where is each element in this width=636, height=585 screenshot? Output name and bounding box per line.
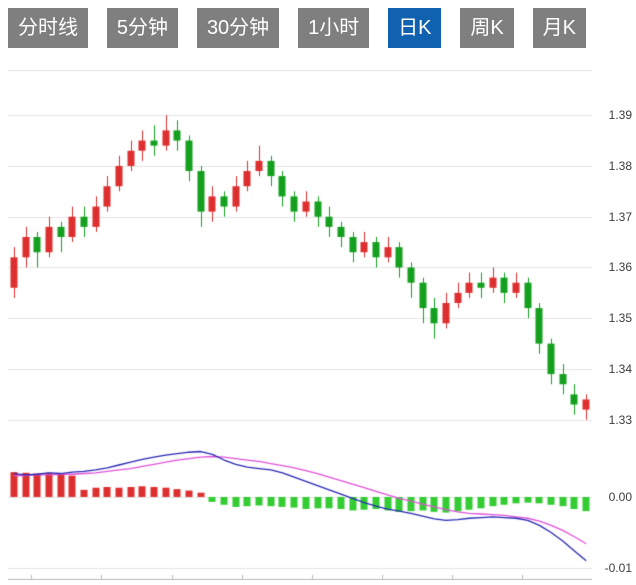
- timeframe-toolbar: 分时线 5分钟 30分钟 1小时 日K 周K 月K: [8, 8, 586, 48]
- axis-tick-label: 1.35: [608, 311, 632, 326]
- macd-canvas[interactable]: [8, 443, 592, 580]
- axis-tick-label: 1.37: [608, 209, 632, 224]
- macd-panel: [8, 443, 592, 580]
- tab-5min[interactable]: 5分钟: [106, 8, 179, 48]
- axis-tick-label: 1.33: [608, 412, 632, 427]
- tab-weekly-k[interactable]: 周K: [460, 8, 514, 48]
- axis-tick-label: 0.00: [608, 489, 632, 504]
- tab-1hour[interactable]: 1小时: [298, 8, 370, 48]
- axis-tick-label: -0.01: [604, 560, 632, 575]
- axis-tick-label: 1.39: [608, 108, 632, 123]
- price-axis: 1.39 1.38 1.37 1.36 1.35 1.34 1.33: [592, 70, 634, 435]
- macd-axis: 0.00 -0.01: [592, 443, 634, 580]
- axis-tick-label: 1.34: [608, 362, 632, 376]
- axis-tick-label: 1.36: [608, 260, 632, 275]
- tab-monthly-k[interactable]: 月K: [532, 8, 586, 48]
- tab-30min[interactable]: 30分钟: [196, 8, 280, 48]
- tab-daily-k[interactable]: 日K: [388, 8, 442, 48]
- tab-time-line[interactable]: 分时线: [8, 8, 88, 48]
- candlestick-chart: [8, 70, 592, 435]
- axis-tick-label: 1.38: [608, 158, 632, 173]
- candlestick-canvas[interactable]: [8, 70, 592, 435]
